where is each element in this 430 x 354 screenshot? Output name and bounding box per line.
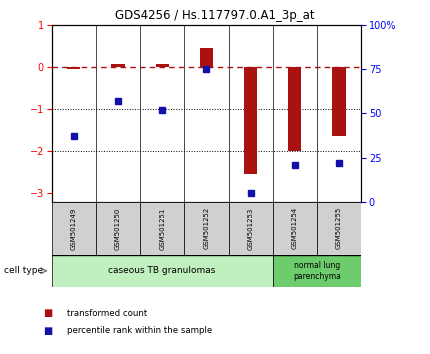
Text: cell type: cell type [4, 266, 43, 275]
Text: GDS4256 / Hs.117797.0.A1_3p_at: GDS4256 / Hs.117797.0.A1_3p_at [115, 9, 315, 22]
Text: percentile rank within the sample: percentile rank within the sample [67, 326, 212, 336]
Text: GSM501249: GSM501249 [71, 207, 77, 250]
Bar [332, 67, 346, 136]
Bar [184, 202, 228, 255]
Bar [111, 64, 125, 67]
Text: GSM501253: GSM501253 [248, 207, 254, 250]
Bar [52, 255, 273, 287]
Bar [96, 202, 140, 255]
Text: normal lung
parenchyma: normal lung parenchyma [293, 261, 341, 280]
Text: GSM501250: GSM501250 [115, 207, 121, 250]
Bar [156, 64, 169, 67]
Bar [228, 202, 273, 255]
Text: ■: ■ [43, 326, 52, 336]
Text: GSM501254: GSM501254 [292, 207, 298, 250]
Bar [288, 67, 301, 151]
Bar [273, 255, 361, 287]
Bar [244, 67, 257, 175]
Text: GSM501255: GSM501255 [336, 207, 342, 250]
Text: GSM501251: GSM501251 [159, 207, 165, 250]
Text: ■: ■ [43, 308, 52, 318]
Text: caseous TB granulomas: caseous TB granulomas [108, 266, 216, 275]
Bar [273, 202, 317, 255]
Bar [52, 202, 96, 255]
Text: transformed count: transformed count [67, 309, 147, 318]
Bar [67, 67, 80, 69]
Bar [317, 202, 361, 255]
Bar [200, 48, 213, 67]
Text: GSM501252: GSM501252 [203, 207, 209, 250]
Bar [140, 202, 184, 255]
